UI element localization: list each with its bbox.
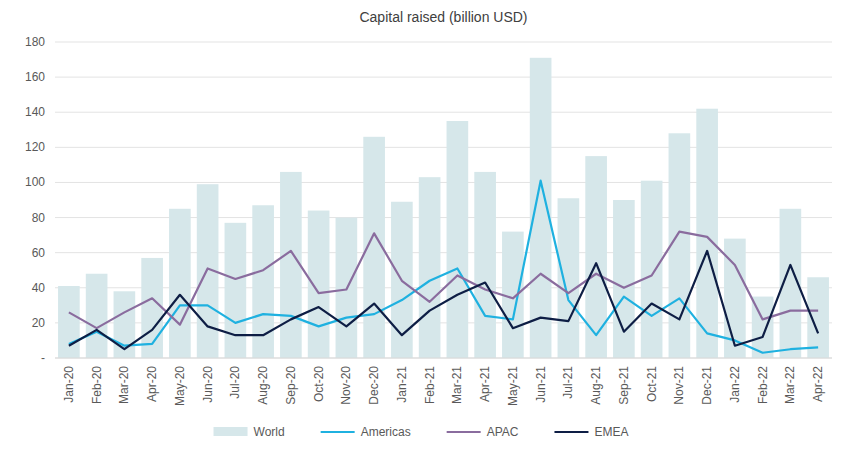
x-tick-label: May-21 [506,366,520,406]
bar [613,200,635,358]
y-tick-label: 160 [25,70,45,84]
x-tick-label: Dec-20 [367,366,381,405]
legend-swatch [554,431,588,433]
line [69,181,818,353]
x-tick-label: Apr-21 [478,366,492,402]
bar [58,286,80,358]
y-tick-label: 20 [32,316,46,330]
bar [225,223,247,358]
bar [558,198,580,358]
x-tick-label: Mar-21 [450,366,464,404]
grid-line [55,358,832,359]
legend-label: Americas [361,425,411,439]
y-tick-label: 120 [25,140,45,154]
x-tick-label: Jan-20 [62,366,76,403]
bar [530,58,552,358]
plot-area [58,58,829,358]
legend-swatch [447,431,481,433]
x-tick-label: Apr-22 [811,366,825,402]
x-tick-label: Mar-22 [783,366,797,404]
x-tick-label: Dec-21 [700,366,714,405]
x-tick-label: Apr-20 [145,366,159,402]
x-axis [55,358,832,359]
legend: World Americas APAC EMEA [214,425,629,439]
x-tick-label: Sep-21 [617,366,631,405]
x-tick-label: Feb-21 [423,366,437,404]
x-tick-label: Aug-20 [256,366,270,405]
grid-line [55,77,832,78]
line [69,251,818,349]
x-tick-label: Jan-22 [728,366,742,403]
bar [474,172,496,358]
bar [419,177,441,358]
x-tick-label: Jun-21 [534,366,548,403]
y-tick-label: 140 [25,105,45,119]
chart: Capital raised (billion USD) - 20 40 60 80 100… [0,0,842,455]
x-tick-label: Sep-20 [284,366,298,405]
y-tick-label: - [41,351,45,365]
x-tick-label: Nov-20 [339,366,353,405]
bar [696,109,718,358]
bar [585,156,607,358]
bar [280,172,302,358]
y-tick-label: 80 [32,211,46,225]
y-tick-label: 60 [32,246,46,260]
x-tick-label: May-20 [173,366,187,406]
bar [641,181,663,358]
legend-label: APAC [487,425,519,439]
y-tick-label: 100 [25,175,45,189]
legend-label: World [254,425,285,439]
x-tick-label: Jul-21 [561,366,575,399]
x-tick-label: Oct-20 [312,366,326,402]
legend-swatch [321,431,355,433]
bar [86,274,108,358]
legend-swatch [214,427,248,436]
grid-line [55,42,832,43]
x-tick-label: Jun-20 [201,366,215,403]
x-tick-label: Mar-20 [117,366,131,404]
bar [447,121,469,358]
x-tick-label: Nov-21 [672,366,686,405]
x-tick-label: Oct-21 [645,366,659,402]
line [69,232,818,329]
legend-label: EMEA [594,425,628,439]
x-tick-label: Feb-20 [90,366,104,404]
bar [308,211,330,358]
y-tick-label: 40 [32,281,46,295]
x-tick-label: Aug-21 [589,366,603,405]
x-tick-label: Jan-21 [395,366,409,403]
bar [169,209,191,358]
x-tick-label: Jul-20 [228,366,242,399]
x-tick-label: Feb-22 [756,366,770,404]
y-tick-label: 180 [25,35,45,49]
title: Capital raised (billion USD) [359,9,527,25]
